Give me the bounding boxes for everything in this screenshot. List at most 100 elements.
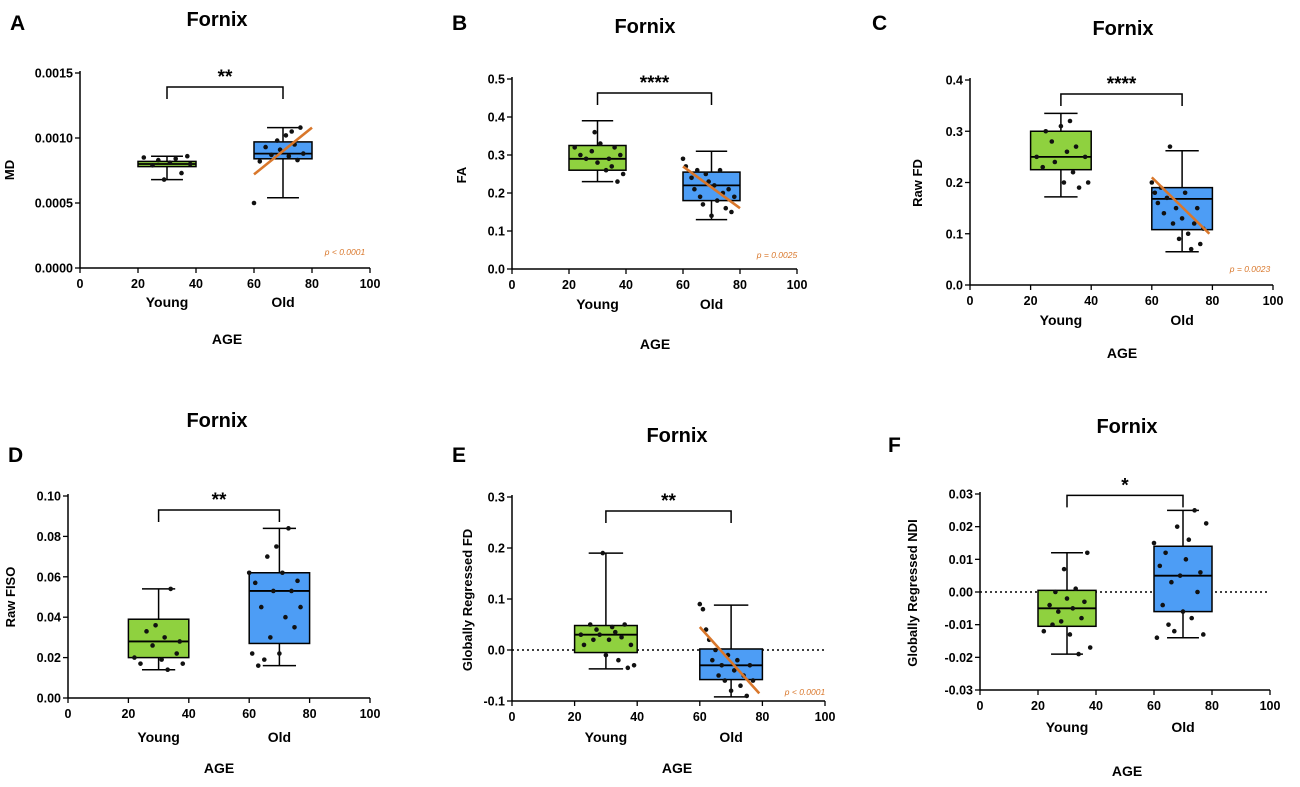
data-point	[692, 186, 697, 192]
data-point	[1041, 628, 1047, 634]
box-young	[137, 153, 197, 182]
x-tick-label: 20	[1031, 699, 1045, 713]
data-point	[161, 177, 167, 182]
y-tick-label: 0.4	[488, 111, 505, 125]
data-point	[609, 624, 615, 630]
data-point	[1050, 622, 1055, 627]
box-young	[1029, 112, 1092, 198]
data-point	[277, 651, 282, 656]
chart-title: Fornix	[186, 9, 247, 31]
box-old	[246, 526, 311, 668]
x-tick-label: 20	[568, 710, 582, 724]
data-point	[174, 651, 180, 656]
y-tick-label: 0.5	[488, 73, 505, 87]
data-point	[165, 667, 170, 673]
data-point	[722, 678, 728, 683]
y-tick-label: 0.02	[949, 520, 973, 534]
data-point	[750, 678, 756, 683]
significance-bracket	[166, 86, 284, 99]
y-axis-label: Raw FD	[910, 159, 925, 207]
panel-b: B Fornix 0.0 0.1 0.2 0.3 0.4 0.5 0 20 40 60 80 100 FA A…	[452, 12, 807, 352]
x-tick-label: 60	[1145, 294, 1159, 308]
data-point	[703, 171, 709, 177]
regression-line	[698, 626, 761, 695]
y-axis-label: FA	[454, 166, 469, 183]
data-point	[697, 601, 703, 607]
data-point	[1197, 241, 1203, 247]
data-point	[1188, 246, 1194, 252]
x-tick-label: 80	[305, 277, 319, 291]
data-point	[298, 604, 303, 610]
y-tick-label: 0.0010	[35, 132, 73, 146]
data-point	[726, 186, 731, 192]
data-point	[258, 604, 264, 610]
data-point	[269, 152, 274, 158]
data-point	[283, 133, 289, 138]
chart-title: Fornix	[1096, 416, 1157, 438]
data-point	[595, 160, 600, 165]
x-tick-label: 80	[1205, 294, 1219, 308]
regression-line	[1150, 176, 1211, 235]
data-point	[1076, 651, 1081, 657]
box-old	[697, 601, 764, 699]
data-point	[280, 570, 285, 576]
data-point	[1174, 524, 1180, 529]
data-point	[710, 657, 715, 663]
data-point	[615, 179, 620, 184]
data-point	[625, 665, 631, 671]
data-point	[597, 632, 602, 637]
data-point	[619, 634, 624, 640]
x-tick-label: 100	[360, 707, 381, 721]
data-point	[1067, 632, 1073, 637]
data-point	[592, 129, 597, 135]
data-point	[1180, 609, 1186, 614]
panel-d: D Fornix 0.00 0.02 0.04 0.06 0.08 0.10 0 20 40 60 80…	[3, 410, 380, 776]
box-iqr	[1029, 130, 1092, 171]
data-point	[703, 627, 709, 632]
box-young	[568, 120, 627, 184]
panel-letter: F	[888, 434, 901, 457]
data-point	[257, 159, 263, 164]
panel-letter: E	[452, 444, 466, 467]
x-tick-label: 0	[77, 277, 84, 291]
data-point	[1203, 521, 1209, 526]
data-point	[712, 183, 717, 188]
box-young	[127, 586, 190, 673]
data-point	[1154, 635, 1160, 641]
significance-stars: *	[1121, 475, 1129, 496]
y-tick-label: -0.02	[945, 651, 974, 665]
data-point	[1085, 180, 1091, 185]
y-tick-label: 0.1	[946, 227, 963, 241]
y-tick-label: 0.0000	[35, 262, 73, 276]
x-tick-label: 40	[189, 277, 203, 291]
y-tick-label: 0.08	[37, 530, 61, 544]
data-point	[747, 663, 753, 668]
x-tick-label: 80	[733, 278, 747, 292]
significance-bracket	[157, 509, 281, 522]
data-point	[1064, 149, 1070, 155]
data-point	[729, 209, 734, 215]
data-point	[1164, 195, 1170, 201]
x-tick-label: 80	[303, 707, 317, 721]
data-point	[612, 145, 617, 150]
group-label-old: Old	[719, 729, 742, 745]
y-axis-label: Globally Regressed NDI	[905, 519, 920, 666]
x-tick-label: 40	[1089, 699, 1103, 713]
data-point	[1043, 128, 1049, 134]
group-label-young: Young	[1046, 719, 1089, 735]
data-point	[589, 148, 595, 154]
y-axis-label: Raw FISO	[3, 567, 18, 628]
y-tick-label: 0.04	[37, 611, 61, 625]
significance-stars: **	[661, 491, 676, 512]
y-tick-label: 0.0	[488, 263, 505, 277]
group-label-old: Old	[700, 296, 723, 312]
data-point	[706, 179, 711, 184]
significance-bracket	[605, 510, 732, 523]
data-point	[263, 144, 268, 150]
data-point	[1173, 205, 1179, 211]
y-tick-label: 0.3	[488, 491, 505, 505]
data-point	[1061, 566, 1067, 572]
data-point	[1182, 190, 1188, 196]
data-point	[292, 625, 297, 630]
data-point	[600, 550, 606, 556]
